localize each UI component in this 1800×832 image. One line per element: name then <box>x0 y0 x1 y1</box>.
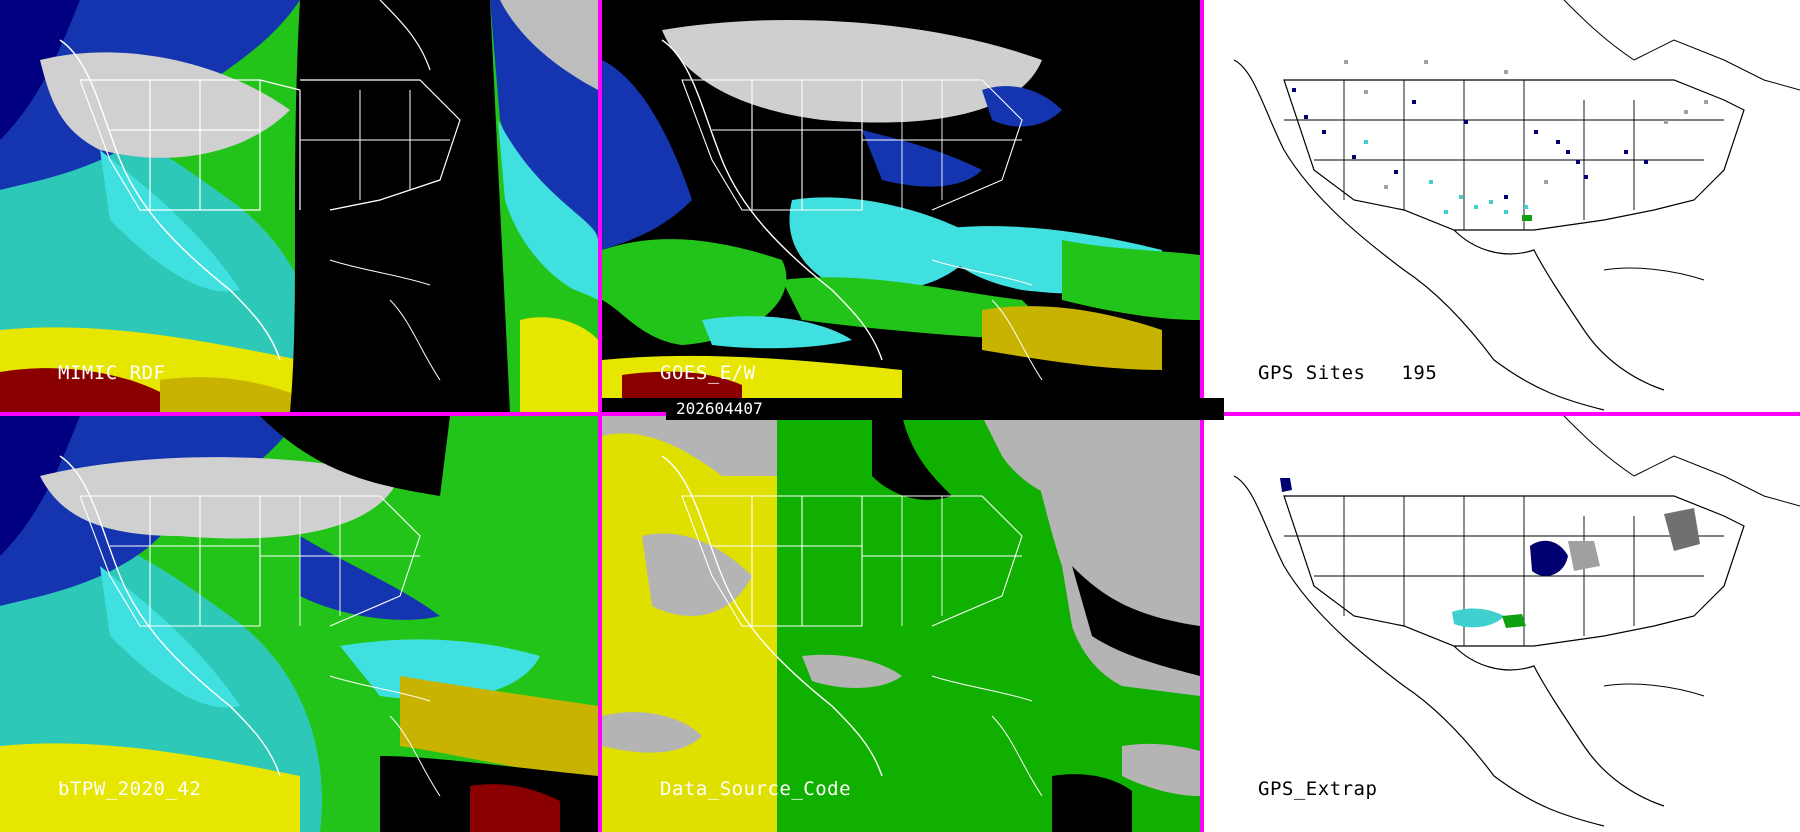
mimic-rdf-panel: MIMIC RDF <box>0 0 598 412</box>
panel-label: bTPW_2020_42 <box>58 778 202 800</box>
gps-extrap-panel: GPS_Extrap <box>1204 416 1800 832</box>
data-source-code-panel: Data_Source_Code <box>602 416 1200 832</box>
mimic-rdf-map <box>0 0 598 412</box>
panel-label: MIMIC RDF <box>58 362 166 384</box>
panel-label: Data_Source_Code <box>660 778 852 800</box>
panel-label: GPS Sites 195 <box>1258 362 1437 384</box>
btpw-map <box>0 416 598 832</box>
gps-sites-map <box>1204 0 1800 412</box>
panel-label: GPS_Extrap <box>1258 778 1378 800</box>
panel-label: GOES_E/W <box>660 362 756 384</box>
timestamp-bar: 202604407 <box>666 398 1224 420</box>
goes-ew-map <box>602 0 1200 412</box>
gps-sites-panel: GPS Sites 195 <box>1204 0 1800 412</box>
btpw-panel: bTPW_2020_42 <box>0 416 598 832</box>
goes-ew-panel: GOES_E/W <box>602 0 1200 412</box>
gps-extrap-map <box>1204 416 1800 832</box>
gps-sites-count: 195 <box>1401 362 1438 384</box>
data-source-code-map <box>602 416 1200 832</box>
gps-sites-label: GPS Sites <box>1258 362 1366 384</box>
